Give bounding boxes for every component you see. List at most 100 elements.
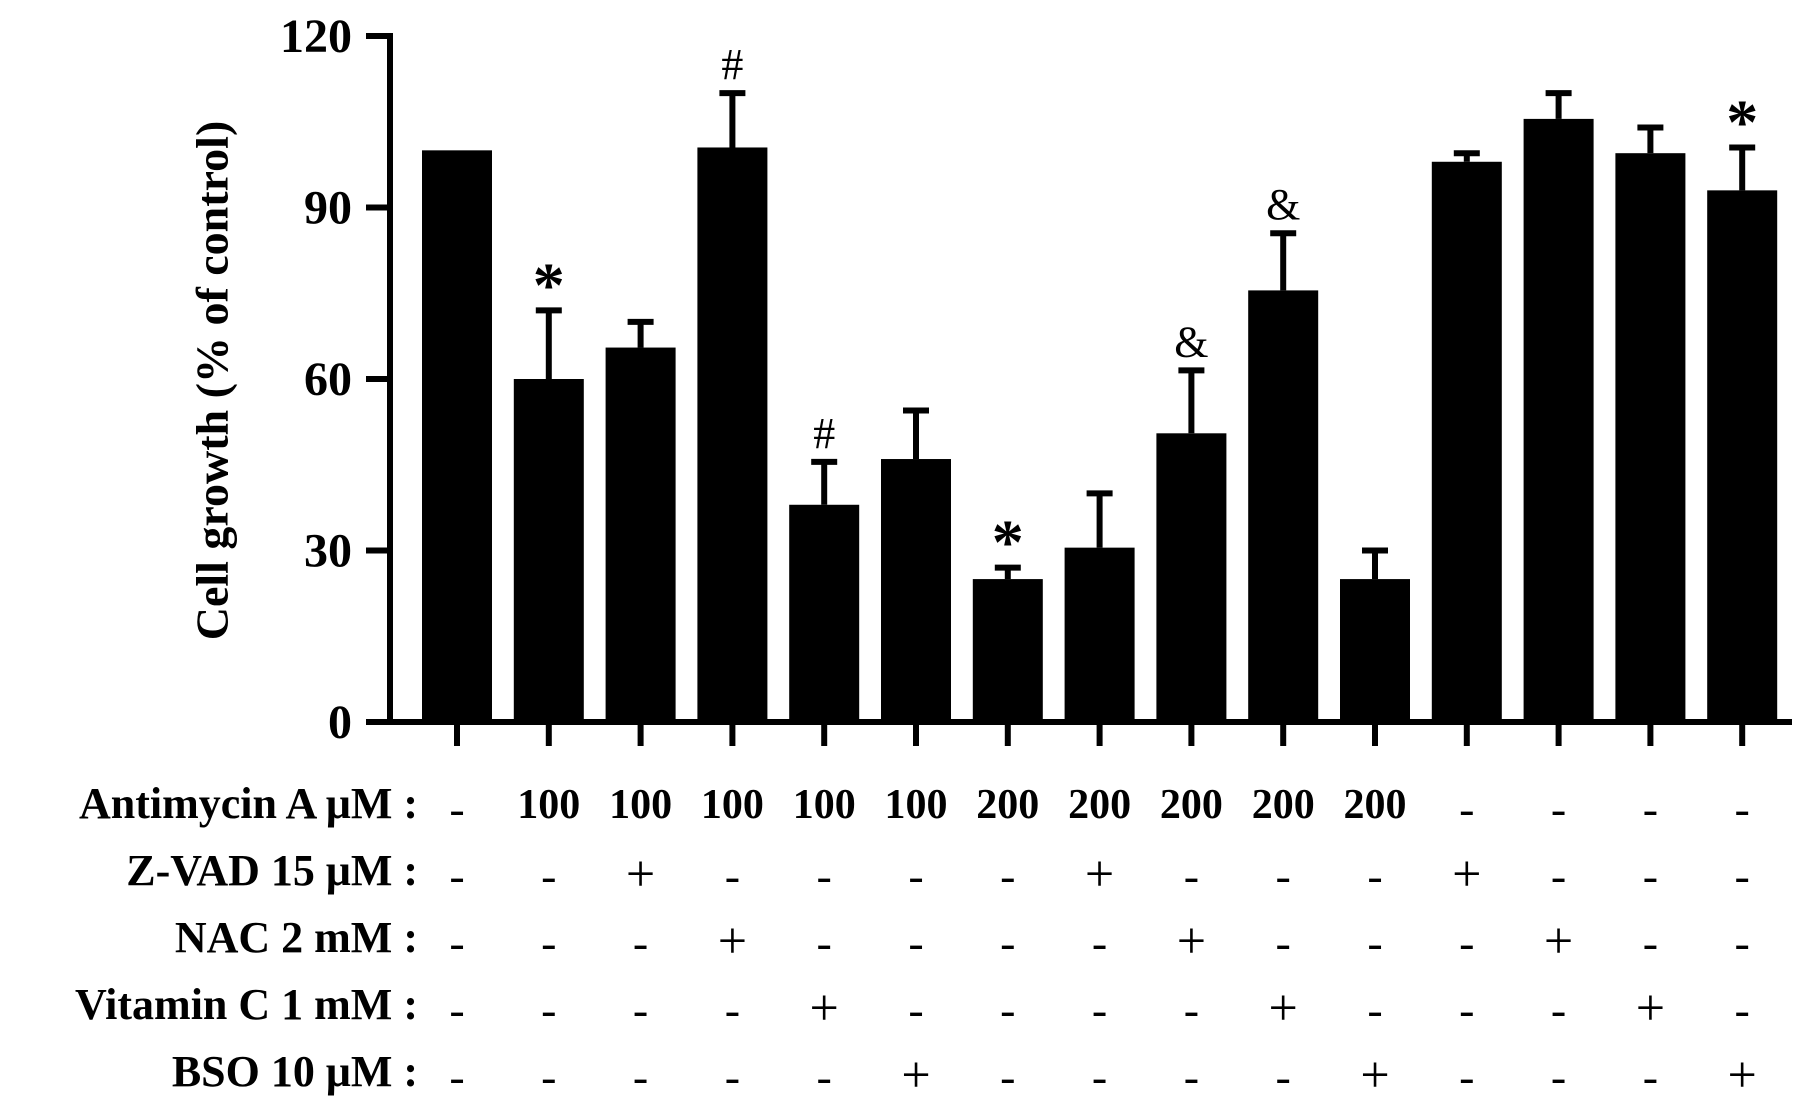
- treatment-cell: 100: [701, 782, 764, 828]
- treatment-row-label: Vitamin C 1 mM :: [75, 980, 418, 1029]
- bar: [1156, 433, 1227, 722]
- significance-marker: &: [1174, 317, 1208, 366]
- significance-marker: #: [813, 409, 835, 458]
- treatment-cell: -: [1735, 984, 1750, 1035]
- treatment-cell: -: [1551, 783, 1566, 834]
- bar: [1431, 161, 1502, 722]
- treatment-cell: +: [1360, 1047, 1389, 1104]
- treatment-cell: -: [541, 984, 556, 1035]
- y-tick-label: 60: [304, 353, 352, 406]
- bar: [1340, 579, 1410, 722]
- treatment-cell: -: [1735, 783, 1750, 834]
- treatment-cell: -: [1092, 984, 1107, 1035]
- y-axis-label: Cell growth (% of control): [186, 120, 238, 640]
- bar: [1615, 153, 1686, 723]
- treatment-cell: -: [1643, 850, 1658, 901]
- treatment-cell: -: [541, 917, 556, 968]
- treatment-cell: -: [1643, 1051, 1658, 1102]
- treatment-cell: -: [1643, 783, 1658, 834]
- treatment-cell: -: [1276, 850, 1291, 901]
- treatment-cell: -: [1184, 1051, 1199, 1102]
- treatment-cell: -: [449, 1051, 464, 1102]
- treatment-cell: -: [633, 984, 648, 1035]
- treatment-cell: +: [810, 980, 839, 1037]
- treatment-cell: -: [1092, 1051, 1107, 1102]
- treatment-cell: -: [1735, 850, 1750, 901]
- bar: [1064, 547, 1135, 722]
- treatment-cell: -: [541, 850, 556, 901]
- treatment-cell: 200: [1068, 782, 1131, 828]
- treatment-cell: -: [449, 850, 464, 901]
- treatment-cell: -: [1276, 1051, 1291, 1102]
- treatment-cell: -: [1551, 850, 1566, 901]
- treatment-cell: -: [1092, 917, 1107, 968]
- significance-marker: *: [992, 507, 1024, 578]
- y-tick-label: 90: [304, 182, 352, 235]
- treatment-cell: -: [1184, 984, 1199, 1035]
- bar: [422, 150, 492, 723]
- significance-marker: &: [1266, 180, 1300, 229]
- treatment-cell: +: [1728, 1047, 1757, 1104]
- treatment-cell: -: [1367, 850, 1382, 901]
- treatment-cell: +: [1085, 846, 1114, 903]
- bar: [605, 347, 676, 722]
- treatment-cell: -: [1000, 917, 1015, 968]
- treatment-cell: +: [901, 1047, 930, 1104]
- bar: [1707, 190, 1778, 723]
- treatment-cell: 200: [1252, 782, 1315, 828]
- treatment-cell: -: [817, 1051, 832, 1102]
- treatment-cell: -: [1367, 984, 1382, 1035]
- treatment-cell: 200: [976, 782, 1039, 828]
- treatment-row-label: Antimycin A μM :: [79, 779, 418, 828]
- treatment-cell: -: [1184, 850, 1199, 901]
- treatment-cell: 100: [885, 782, 948, 828]
- treatment-cell: 200: [1344, 782, 1407, 828]
- bar: [1523, 118, 1594, 723]
- treatment-row-label: NAC 2 mM :: [175, 913, 418, 962]
- treatment-cell: -: [1000, 1051, 1015, 1102]
- treatment-cell: -: [1459, 783, 1474, 834]
- treatment-cell: -: [1000, 850, 1015, 901]
- treatment-cell: -: [1459, 1051, 1474, 1102]
- treatment-cell: 100: [609, 782, 672, 828]
- treatment-cell: -: [817, 917, 832, 968]
- treatment-cell: -: [633, 1051, 648, 1102]
- treatment-cell: +: [626, 846, 655, 903]
- treatment-row-label: BSO 10 μM :: [172, 1047, 418, 1096]
- treatment-cell: 200: [1160, 782, 1223, 828]
- y-tick-label: 120: [280, 10, 352, 63]
- treatment-cell: -: [908, 917, 923, 968]
- treatment-cell: 100: [793, 782, 856, 828]
- treatment-cell: +: [718, 913, 747, 970]
- treatment-cell: -: [1459, 917, 1474, 968]
- treatment-cell: -: [725, 1051, 740, 1102]
- treatment-cell: +: [1636, 980, 1665, 1037]
- treatment-cell: -: [449, 917, 464, 968]
- treatment-cell: -: [1000, 984, 1015, 1035]
- treatment-cell: -: [1459, 984, 1474, 1035]
- treatment-cell: +: [1544, 913, 1573, 970]
- treatment-cell: -: [1551, 984, 1566, 1035]
- bar: [789, 504, 860, 722]
- treatment-cell: -: [908, 850, 923, 901]
- treatment-cell: -: [725, 850, 740, 901]
- treatment-cell: -: [1276, 917, 1291, 968]
- bar: [513, 379, 584, 722]
- treatment-cell: -: [541, 1051, 556, 1102]
- treatment-cell: +: [1177, 913, 1206, 970]
- treatment-cell: -: [1643, 917, 1658, 968]
- treatment-cell: -: [449, 783, 464, 834]
- significance-marker: *: [533, 249, 565, 320]
- treatment-cell: -: [1367, 917, 1382, 968]
- treatment-cell: 100: [517, 782, 580, 828]
- treatment-cell: +: [1452, 846, 1481, 903]
- significance-marker: #: [721, 40, 743, 89]
- y-tick-label: 30: [304, 525, 352, 578]
- treatment-cell: -: [817, 850, 832, 901]
- treatment-cell: -: [725, 984, 740, 1035]
- bar: [881, 459, 951, 722]
- bar: [697, 147, 768, 723]
- treatment-cell: -: [1551, 1051, 1566, 1102]
- treatment-row-label: Z-VAD 15 μM :: [126, 846, 418, 895]
